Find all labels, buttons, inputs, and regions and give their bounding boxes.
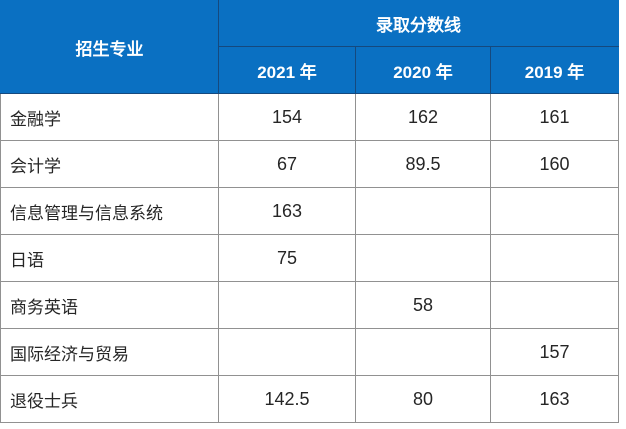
score-cell: 58 [355,281,491,329]
major-cell: 国际经济与贸易 [0,328,219,376]
table-header: 招生专业 录取分数线 2021 年 2020 年 2019 年 [0,0,620,94]
score-cell [218,328,356,376]
year-header-2020: 2020 年 [355,46,491,94]
score-cell: 67 [218,140,356,188]
table-body: 金融学 154 162 161 会计学 67 89.5 160 信息管理与信息系… [0,93,620,423]
table-row: 会计学 67 89.5 160 [0,140,620,188]
major-column-header: 招生专业 [0,0,219,94]
score-cell: 161 [489,93,620,141]
major-cell: 退役士兵 [0,375,219,423]
year-header-2019: 2019 年 [489,46,620,94]
table-row: 退役士兵 142.5 80 163 [0,375,620,423]
score-cell [355,187,491,235]
score-cell: 162 [355,93,491,141]
major-cell: 会计学 [0,140,219,188]
score-cell: 80 [355,375,491,423]
score-cell [489,234,620,282]
score-cell: 142.5 [218,375,356,423]
score-cell: 154 [218,93,356,141]
score-cell: 157 [489,328,620,376]
score-cell: 75 [218,234,356,282]
score-cell: 163 [489,375,620,423]
score-cell [355,328,491,376]
major-cell: 日语 [0,234,219,282]
table-row: 商务英语 58 [0,281,620,329]
score-cell [355,234,491,282]
score-cell: 89.5 [355,140,491,188]
header-row-years: 2021 年 2020 年 2019 年 [1,46,620,94]
score-cell: 163 [218,187,356,235]
score-cell [218,281,356,329]
major-cell: 金融学 [0,93,219,141]
score-cell [489,187,620,235]
major-cell: 信息管理与信息系统 [0,187,219,235]
score-cell: 160 [489,140,620,188]
major-cell: 商务英语 [0,281,219,329]
year-header-2021: 2021 年 [218,46,356,94]
table-row: 信息管理与信息系统 163 [0,187,620,235]
score-line-header: 录取分数线 [217,0,620,47]
table-row: 国际经济与贸易 157 [0,328,620,376]
table-row: 金融学 154 162 161 [0,93,620,141]
score-cell [489,281,620,329]
header-row-top: 招生专业 录取分数线 [0,0,620,94]
admission-scores-table: 招生专业 录取分数线 2021 年 2020 年 2019 年 金融学 154 … [0,0,620,423]
table-row: 日语 75 [0,234,620,282]
